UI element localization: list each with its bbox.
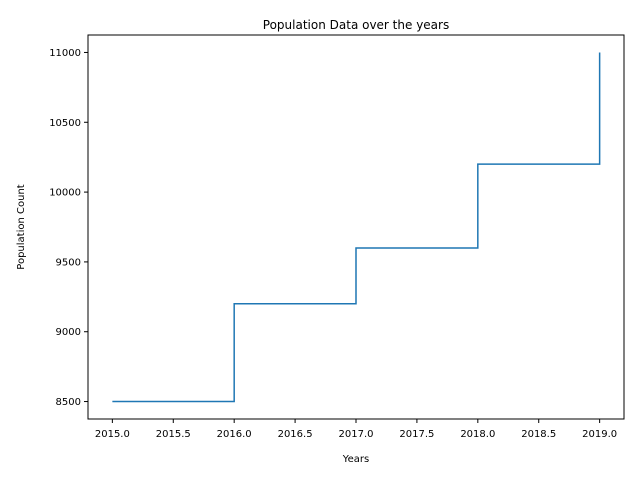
- x-tick-label: 2017.0: [339, 429, 374, 440]
- plot-frame: [87, 34, 625, 420]
- y-axis-label: Population Count: [16, 184, 27, 269]
- x-tick-label: 2015.5: [156, 429, 191, 440]
- x-tick-label: 2018.0: [460, 429, 495, 440]
- x-tick-label: 2015.0: [95, 429, 130, 440]
- y-tick-label: 8500: [56, 397, 81, 408]
- y-axis: 8500 9000 9500 10000 10500 11000: [49, 48, 88, 408]
- x-tick-label: 2019.0: [582, 429, 617, 440]
- x-tick-label: 2018.5: [521, 429, 556, 440]
- series-line: [112, 52, 601, 403]
- y-tick-label: 9500: [56, 257, 81, 268]
- x-tick-label: 2016.5: [278, 429, 313, 440]
- x-axis-label: Years: [342, 454, 369, 465]
- plot-area: [87, 34, 625, 420]
- chart-title: Population Data over the years: [263, 18, 449, 32]
- x-axis: 2015.0 2015.5 2016.0 2016.5 2017.0 2017.5 2018…: [95, 419, 617, 440]
- y-tick-label: 9000: [56, 327, 81, 338]
- y-tick-label: 10500: [49, 118, 81, 129]
- x-tick-label: 2016.0: [217, 429, 252, 440]
- y-tick-label: 11000: [49, 48, 81, 59]
- x-tick-label: 2017.5: [399, 429, 434, 440]
- y-tick-label: 10000: [49, 188, 81, 199]
